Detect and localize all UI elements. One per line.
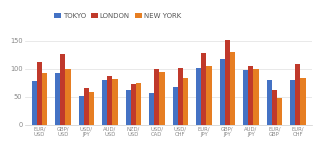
Bar [243,70,248,125]
Bar [178,68,183,125]
Bar [149,93,154,125]
Bar [266,80,272,125]
Bar [173,87,178,125]
Bar [183,78,188,125]
Bar [272,90,277,125]
Bar [230,52,235,125]
Bar [159,72,164,125]
Bar [253,69,259,125]
Bar [55,73,60,125]
Bar [225,40,230,125]
Bar [37,62,42,125]
Bar [248,66,253,125]
Bar [290,80,295,125]
Bar [42,73,47,125]
Bar [60,54,66,125]
Bar [32,81,37,125]
Bar [295,64,300,125]
Bar [201,53,206,125]
Bar [89,92,94,125]
Bar [300,78,306,125]
Bar [136,83,141,125]
Bar [84,88,89,125]
Bar [66,69,71,125]
Legend: TOKYO, LONDON, NEW YORK: TOKYO, LONDON, NEW YORK [52,10,184,22]
Bar [206,66,212,125]
Bar [196,68,201,125]
Bar [277,98,282,125]
Bar [154,69,159,125]
Bar [126,90,131,125]
Bar [220,59,225,125]
Bar [107,76,112,125]
Bar [131,84,136,125]
Bar [112,79,117,125]
Bar [78,96,84,125]
Bar [102,80,107,125]
